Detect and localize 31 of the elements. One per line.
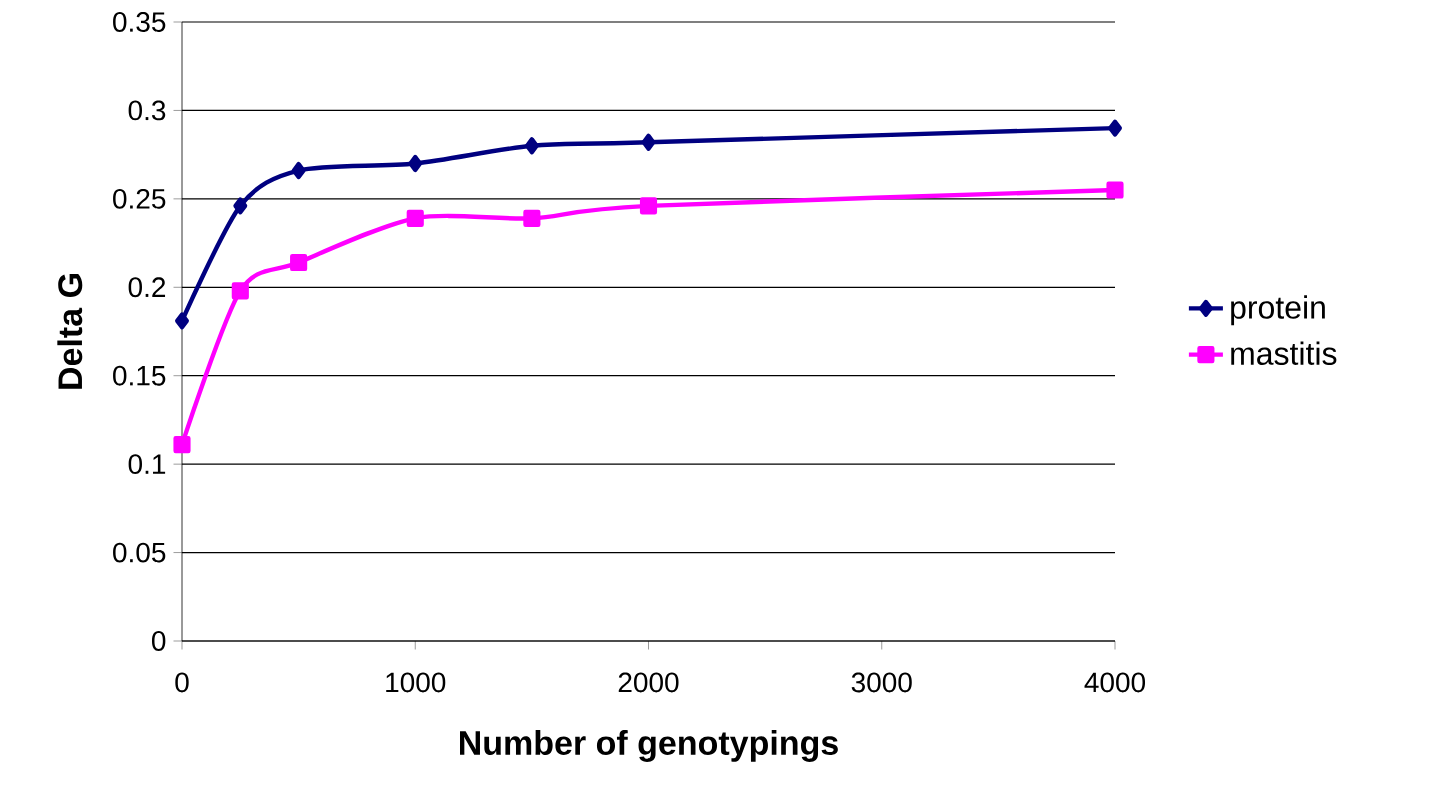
- y-axis-title: Delta G: [57, 274, 83, 389]
- point: [233, 197, 248, 215]
- point: [231, 282, 249, 300]
- x-tick-label: 1000: [386, 672, 446, 693]
- y-tick-label: 0.1: [128, 454, 166, 475]
- legend-label: protein: [1231, 295, 1325, 326]
- point: [1108, 119, 1122, 137]
- point: [173, 436, 191, 454]
- point: [175, 312, 189, 330]
- y-tick-label: 0.15: [113, 365, 166, 386]
- point: [1106, 181, 1124, 199]
- y-tick-label: 0: [151, 631, 166, 651]
- x-tick-label: 0: [175, 672, 189, 693]
- y-tick-label: 0.35: [113, 12, 166, 32]
- y-tick-label: 0.25: [113, 188, 166, 209]
- point: [639, 197, 658, 215]
- point: [406, 209, 424, 227]
- point: [291, 162, 306, 180]
- point: [524, 137, 539, 155]
- point: [408, 154, 423, 173]
- point: [290, 253, 308, 272]
- x-tick-label: 2000: [618, 672, 679, 693]
- y-tick-label: 0.05: [113, 542, 166, 563]
- x-tick-label: 3000: [851, 672, 912, 693]
- y-tick-label: 0.3: [128, 100, 166, 121]
- point: [523, 209, 541, 227]
- x-tick-label: 4000: [1084, 672, 1146, 693]
- point: [641, 133, 656, 151]
- x-axis-title: Number of genotypings: [460, 730, 838, 762]
- y-tick-label: 0.2: [128, 277, 166, 298]
- legend-label: mastitis: [1231, 341, 1337, 365]
